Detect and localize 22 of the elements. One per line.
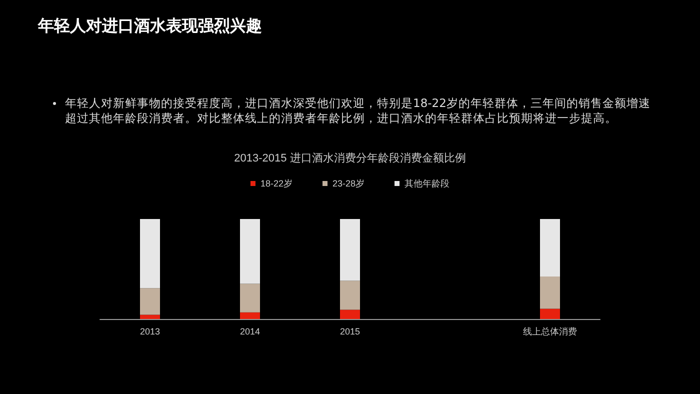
chart-subtitle: 2013-2015 进口酒水消费分年龄段消费金额比例 [234,152,466,164]
x-tick-label: 2015 [340,326,360,336]
x-tick-label: 线上总体消费 [523,326,577,336]
bar [540,308,560,319]
bar [340,219,360,281]
bar [540,219,560,276]
legend-label: 其他年龄段 [404,178,450,188]
x-tick-label: 2013 [140,326,160,336]
chart-title: 年轻人对进口酒水表现强烈兴趣 [38,16,262,37]
bar [240,312,260,319]
bar [540,276,560,309]
legend-label: 23-28岁 [332,178,365,188]
bar [240,219,260,284]
bar [340,310,360,319]
text: 年轻人对新鲜事物的接受程度高，进口酒水深受他们欢迎，特别是18-22岁的年轻群体，三年间的销售金额增速超过其他年龄段消费者。对比整体线上的消费者年龄比例，进口酒水的年轻群体占比预期将进一步提高。 [65,96,652,126]
bar [140,314,160,319]
bar [140,219,160,288]
x-tick-label: 2014 [240,326,260,336]
bar [140,288,160,315]
bar [240,284,260,312]
legend-label: 18-22岁 [260,178,293,188]
bar [340,280,360,310]
